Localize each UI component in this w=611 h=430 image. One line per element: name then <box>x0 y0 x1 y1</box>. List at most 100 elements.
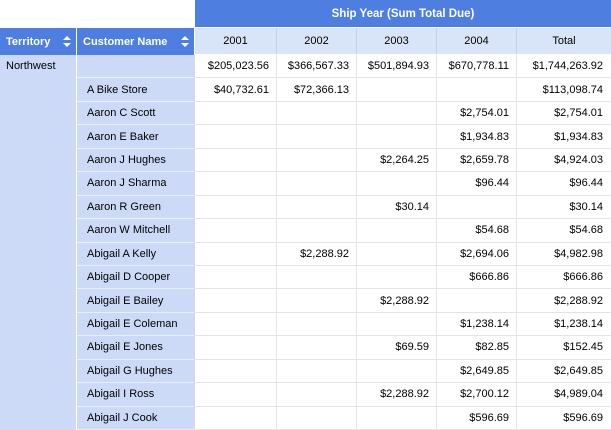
column-header-2002: 2002 <box>277 28 357 55</box>
customer-cell: Aaron W Mitchell <box>77 219 195 243</box>
value-cell: $596.69 <box>437 406 517 430</box>
value-cell: $2,649.85 <box>437 359 517 384</box>
territory-header-label: Territory <box>6 35 51 48</box>
value-cell: $4,924.03 <box>517 148 611 173</box>
territory-column-header[interactable]: Territory <box>0 28 77 55</box>
value-cell <box>195 383 277 407</box>
value-cell: $40,732.61 <box>195 78 277 102</box>
customer-cell <box>77 55 195 79</box>
value-cell <box>277 195 357 220</box>
column-header-2004: 2004 <box>437 28 517 55</box>
value-cell <box>437 78 517 102</box>
value-cell <box>277 383 357 407</box>
value-cell <box>357 406 437 430</box>
value-cell <box>195 336 277 360</box>
sort-updown-icon[interactable] <box>181 36 189 47</box>
customer-cell: Abigail G Hughes <box>77 359 195 384</box>
value-cell <box>195 172 277 196</box>
value-cell: $4,982.98 <box>517 242 611 266</box>
value-cell <box>277 406 357 430</box>
customer-cell: Aaron E Baker <box>77 125 195 149</box>
value-cell: $30.14 <box>357 195 437 220</box>
value-cell <box>357 312 437 337</box>
customer-cell: Abigail J Cook <box>77 406 195 430</box>
column-header-2003: 2003 <box>357 28 437 55</box>
value-cell <box>277 219 357 243</box>
value-cell: $54.68 <box>517 219 611 243</box>
value-cell <box>277 289 357 313</box>
value-cell: $2,264.25 <box>357 148 437 173</box>
corner-blank <box>0 0 195 28</box>
value-cell: $666.86 <box>437 265 517 290</box>
value-cell: $596.69 <box>517 406 611 430</box>
value-cell: $30.14 <box>517 195 611 220</box>
value-cell <box>277 265 357 290</box>
customer-cell: A Bike Store <box>77 78 195 102</box>
customer-cell: Aaron J Sharma <box>77 172 195 196</box>
value-cell <box>357 219 437 243</box>
value-cell <box>195 195 277 220</box>
value-cell: $152.45 <box>517 336 611 360</box>
value-cell: $2,694.06 <box>437 242 517 266</box>
value-cell <box>195 125 277 149</box>
value-cell <box>357 172 437 196</box>
customer-cell: Abigail D Cooper <box>77 265 195 290</box>
value-cell: $1,238.14 <box>437 312 517 337</box>
value-cell <box>357 265 437 290</box>
value-cell <box>195 406 277 430</box>
value-cell: $2,700.12 <box>437 383 517 407</box>
value-cell <box>195 101 277 126</box>
customer-name-header-label: Customer Name <box>83 35 168 48</box>
value-cell <box>277 101 357 126</box>
value-cell <box>277 148 357 173</box>
territory-cell: Northwest <box>0 55 77 430</box>
column-header-2001: 2001 <box>195 28 277 55</box>
value-cell: $1,238.14 <box>517 312 611 337</box>
value-cell <box>277 336 357 360</box>
customer-name-column-header[interactable]: Customer Name <box>77 28 195 55</box>
customer-cell: Abigail I Ross <box>77 383 195 407</box>
value-cell: $96.44 <box>517 172 611 196</box>
value-cell <box>357 101 437 126</box>
value-cell: $666.86 <box>517 265 611 290</box>
value-cell: $54.68 <box>437 219 517 243</box>
value-cell <box>195 265 277 290</box>
sort-updown-icon[interactable] <box>63 36 71 47</box>
value-cell: $96.44 <box>437 172 517 196</box>
value-cell <box>195 359 277 384</box>
value-cell: $69.59 <box>357 336 437 360</box>
customer-cell: Aaron R Green <box>77 195 195 220</box>
value-cell: $82.85 <box>437 336 517 360</box>
value-cell <box>195 242 277 266</box>
customer-cell: Abigail E Jones <box>77 336 195 360</box>
value-cell: $501,894.93 <box>357 55 437 79</box>
customer-cell: Aaron J Hughes <box>77 148 195 173</box>
value-cell <box>195 312 277 337</box>
value-cell: $205,023.56 <box>195 55 277 79</box>
value-cell: $1,934.83 <box>437 125 517 149</box>
value-cell: $2,754.01 <box>437 101 517 126</box>
value-cell <box>357 242 437 266</box>
value-cell <box>277 172 357 196</box>
value-cell <box>437 195 517 220</box>
value-cell <box>437 289 517 313</box>
value-cell: $1,744,263.92 <box>517 55 611 79</box>
customer-cell: Abigail E Coleman <box>77 312 195 337</box>
column-header-total: Total <box>517 28 611 55</box>
value-cell: $2,288.92 <box>277 242 357 266</box>
value-cell <box>277 125 357 149</box>
customer-cell: Abigail E Bailey <box>77 289 195 313</box>
value-cell: $1,934.83 <box>517 125 611 149</box>
value-cell <box>357 359 437 384</box>
customer-cell: Aaron C Scott <box>77 101 195 126</box>
value-cell: $670,778.11 <box>437 55 517 79</box>
value-cell <box>195 219 277 243</box>
customer-cell: Abigail A Kelly <box>77 242 195 266</box>
value-cell <box>195 148 277 173</box>
value-cell: $72,366.13 <box>277 78 357 102</box>
value-cell: $2,288.92 <box>357 383 437 407</box>
value-cell: $2,288.92 <box>517 289 611 313</box>
value-cell <box>277 312 357 337</box>
band-title: Ship Year (Sum Total Due) <box>195 0 611 28</box>
